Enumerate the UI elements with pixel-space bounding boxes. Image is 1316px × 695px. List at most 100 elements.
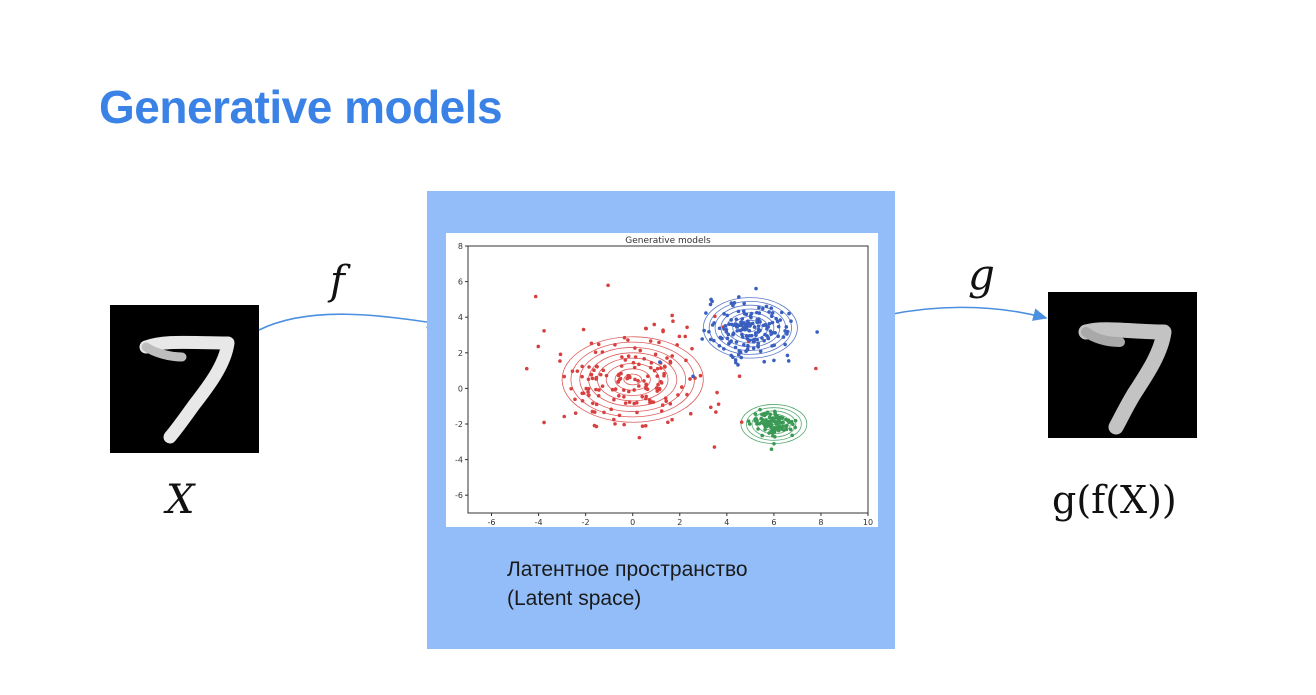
point-series-2 bbox=[772, 419, 777, 424]
point-series-0 bbox=[665, 356, 669, 360]
point-series-0 bbox=[712, 445, 717, 449]
contour-1 bbox=[702, 297, 798, 359]
point-series-0 bbox=[589, 373, 594, 377]
y-tick-label: 6 bbox=[458, 278, 463, 287]
point-series-2 bbox=[793, 425, 797, 430]
point-series-0 bbox=[617, 413, 622, 418]
point-series-0 bbox=[619, 364, 624, 368]
point-series-0 bbox=[620, 355, 624, 359]
point-series-1 bbox=[751, 340, 756, 344]
contour-0 bbox=[579, 347, 687, 412]
point-series-0 bbox=[670, 354, 675, 358]
point-series-0 bbox=[663, 365, 667, 369]
y-tick-label: 4 bbox=[458, 313, 463, 322]
point-series-1 bbox=[781, 335, 786, 339]
point-series-0 bbox=[668, 359, 673, 364]
point-series-0 bbox=[626, 354, 631, 358]
point-series-1 bbox=[763, 332, 767, 337]
point-series-0 bbox=[677, 334, 682, 339]
x-tick-label: 2 bbox=[677, 518, 682, 527]
output-digit-image bbox=[1048, 292, 1197, 438]
point-series-0 bbox=[632, 365, 637, 370]
point-series-1 bbox=[746, 319, 750, 323]
point-series-1 bbox=[785, 353, 790, 358]
point-series-0 bbox=[595, 364, 599, 369]
point-series-1 bbox=[754, 286, 758, 291]
point-series-0 bbox=[587, 393, 591, 398]
point-series-0 bbox=[653, 352, 658, 357]
point-series-0 bbox=[656, 382, 660, 387]
point-series-0 bbox=[657, 340, 661, 345]
point-series-0 bbox=[668, 402, 673, 406]
point-series-1 bbox=[726, 332, 731, 337]
point-series-0 bbox=[586, 377, 591, 382]
point-series-1 bbox=[766, 336, 771, 341]
point-series-1 bbox=[742, 301, 746, 306]
point-series-1 bbox=[731, 331, 736, 336]
point-series-0 bbox=[618, 376, 623, 381]
point-series-1 bbox=[776, 334, 780, 339]
point-series-0 bbox=[643, 424, 648, 428]
contour-0 bbox=[588, 352, 678, 407]
encoder-arrow bbox=[258, 313, 442, 331]
point-series-0 bbox=[651, 400, 656, 404]
point-series-0 bbox=[683, 334, 688, 339]
y-tick-label: -2 bbox=[455, 420, 463, 429]
point-series-0 bbox=[626, 389, 631, 394]
point-series-0 bbox=[611, 417, 616, 422]
point-series-0 bbox=[619, 371, 623, 376]
point-series-0 bbox=[675, 343, 679, 347]
point-series-0 bbox=[663, 396, 668, 401]
point-series-0 bbox=[633, 346, 637, 350]
encoder-label: f bbox=[330, 258, 345, 304]
point-series-1 bbox=[770, 344, 774, 348]
point-series-1 bbox=[779, 310, 784, 315]
x-tick-label: -4 bbox=[535, 518, 543, 527]
point-series-0 bbox=[670, 313, 674, 318]
point-series-0 bbox=[661, 328, 665, 332]
point-series-1 bbox=[727, 341, 731, 346]
point-series-1 bbox=[723, 324, 728, 328]
point-series-1 bbox=[740, 317, 745, 321]
point-series-0 bbox=[604, 373, 609, 378]
point-series-2 bbox=[778, 420, 783, 425]
point-series-0 bbox=[570, 369, 575, 373]
contour-0 bbox=[623, 373, 642, 386]
chart-title: Generative models bbox=[625, 236, 711, 246]
point-series-0 bbox=[592, 368, 596, 373]
point-series-1 bbox=[717, 343, 722, 348]
point-series-0 bbox=[622, 422, 626, 427]
point-series-0 bbox=[636, 378, 640, 383]
point-series-0 bbox=[652, 322, 657, 327]
y-tick-label: 0 bbox=[458, 384, 463, 393]
point-series-0 bbox=[569, 386, 573, 391]
point-series-1 bbox=[776, 324, 781, 329]
point-series-1 bbox=[767, 321, 772, 326]
point-series-0 bbox=[635, 410, 639, 415]
point-series-0 bbox=[587, 365, 591, 369]
point-series-1 bbox=[747, 324, 752, 328]
point-series-0 bbox=[622, 335, 627, 340]
point-series-1 bbox=[769, 314, 774, 319]
point-series-2 bbox=[769, 419, 774, 423]
point-series-1 bbox=[708, 302, 713, 307]
point-series-1 bbox=[744, 334, 749, 338]
point-series-0 bbox=[659, 379, 663, 384]
point-series-2 bbox=[753, 412, 758, 416]
digit-seven-output bbox=[1078, 322, 1172, 435]
point-series-1 bbox=[762, 338, 766, 343]
point-series-1 bbox=[760, 336, 764, 340]
point-series-1 bbox=[736, 352, 741, 357]
point-series-1 bbox=[770, 320, 775, 325]
point-series-2 bbox=[790, 433, 794, 438]
point-series-0 bbox=[584, 386, 589, 391]
point-series-0 bbox=[640, 394, 645, 399]
point-series-0 bbox=[613, 342, 617, 347]
point-series-1 bbox=[787, 311, 791, 316]
point-series-1 bbox=[775, 319, 780, 324]
point-series-0 bbox=[676, 393, 680, 397]
point-series-0 bbox=[590, 409, 595, 414]
decoder-arrow bbox=[877, 306, 1048, 321]
point-series-0 bbox=[633, 355, 638, 359]
point-series-1 bbox=[731, 355, 735, 360]
